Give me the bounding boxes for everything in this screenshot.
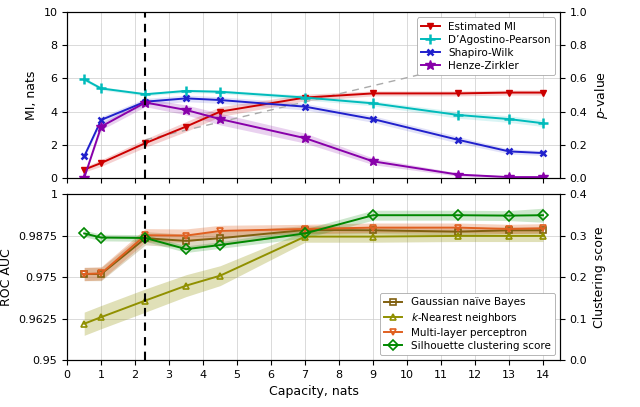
Legend: Estimated MI, D’Agostino-Pearson, Shapiro-Wilk, Henze-Zirkler: Estimated MI, D’Agostino-Pearson, Shapir… — [417, 18, 555, 75]
X-axis label: Capacity, nats: Capacity, nats — [269, 385, 358, 398]
Y-axis label: $p$-value: $p$-value — [593, 71, 610, 119]
Y-axis label: MI, nats: MI, nats — [25, 70, 38, 120]
Y-axis label: Clustering score: Clustering score — [593, 227, 606, 328]
Y-axis label: ROC AUC: ROC AUC — [0, 248, 13, 306]
Legend: Gaussian naïve Bayes, $k$-Nearest neighbors, Multi-layer perceptron, Silhouette : Gaussian naïve Bayes, $k$-Nearest neighb… — [380, 293, 555, 355]
